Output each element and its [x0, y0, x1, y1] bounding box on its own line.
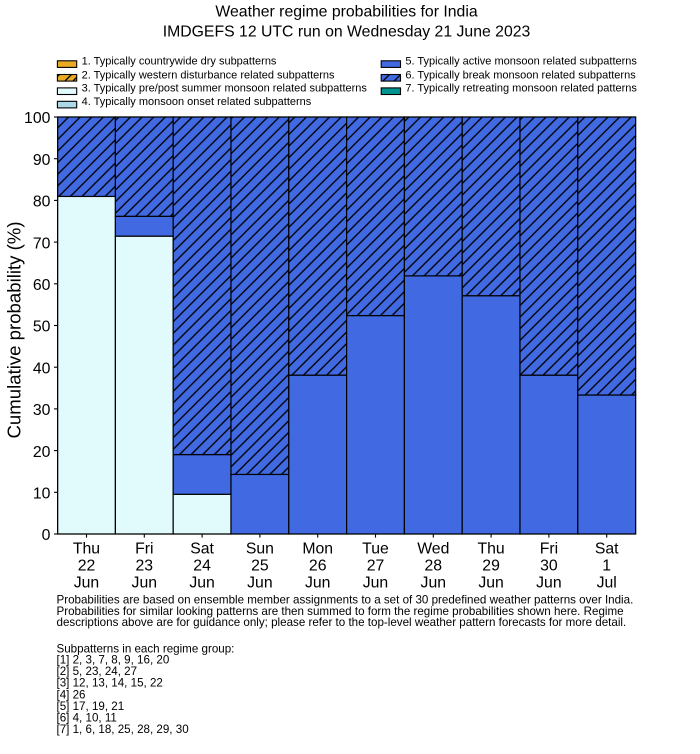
svg-text:Tue: Tue — [362, 541, 389, 558]
svg-text:30: 30 — [33, 402, 51, 419]
svg-text:28: 28 — [425, 558, 443, 575]
svg-text:Sat: Sat — [190, 541, 214, 558]
svg-text:6. Typically break monsoon rel: 6. Typically break monsoon related subpa… — [405, 69, 636, 81]
svg-text:Thu: Thu — [73, 541, 100, 558]
svg-text:70: 70 — [33, 235, 51, 252]
svg-text:24: 24 — [193, 558, 211, 575]
svg-text:0: 0 — [42, 527, 51, 544]
svg-text:90: 90 — [33, 152, 51, 169]
svg-text:40: 40 — [33, 360, 51, 377]
svg-text:80: 80 — [33, 194, 51, 211]
svg-text:Mon: Mon — [302, 541, 333, 558]
svg-text:[6] 4, 10, 11: [6] 4, 10, 11 — [57, 711, 117, 724]
svg-text:Wed: Wed — [417, 541, 449, 558]
svg-text:[1] 2, 3, 7, 8, 9, 16, 20: [1] 2, 3, 7, 8, 9, 16, 20 — [57, 654, 170, 667]
svg-text:[2] 5, 23, 24, 27: [2] 5, 23, 24, 27 — [57, 665, 138, 678]
svg-text:27: 27 — [367, 558, 385, 575]
svg-text:10: 10 — [33, 486, 51, 503]
svg-text:Jun: Jun — [536, 575, 561, 592]
svg-text:[5] 17, 19, 21: [5] 17, 19, 21 — [57, 700, 125, 713]
svg-text:Jun: Jun — [74, 575, 99, 592]
svg-text:Weather regime probabilities f: Weather regime probabilities for India — [215, 4, 477, 21]
svg-text:descriptions above are for gui: descriptions above are for guidance only… — [57, 616, 627, 629]
svg-text:26: 26 — [309, 558, 327, 575]
svg-text:7. Typically retreating monsoo: 7. Typically retreating monsoon related … — [405, 83, 637, 95]
svg-text:Probabilities for similar look: Probabilities for similar looking patter… — [57, 605, 624, 618]
svg-text:Sun: Sun — [246, 541, 274, 558]
svg-text:2. Typically western disturban: 2. Typically western disturbance related… — [82, 69, 335, 81]
svg-text:Sat: Sat — [595, 541, 619, 558]
svg-text:Jun: Jun — [305, 575, 330, 592]
svg-text:25: 25 — [251, 558, 269, 575]
svg-text:Jun: Jun — [189, 575, 214, 592]
svg-text:30: 30 — [540, 558, 558, 575]
svg-text:22: 22 — [78, 558, 96, 575]
svg-text:20: 20 — [33, 444, 51, 461]
svg-text:[4] 26: [4] 26 — [57, 688, 86, 701]
svg-text:Jun: Jun — [247, 575, 272, 592]
svg-text:1: 1 — [602, 558, 611, 575]
svg-text:3. Typically pre/post summer m: 3. Typically pre/post summer monsoon rel… — [82, 83, 368, 95]
svg-text:[3] 12, 13, 14, 15, 22: [3] 12, 13, 14, 15, 22 — [57, 677, 163, 690]
svg-text:Jun: Jun — [363, 575, 388, 592]
svg-text:Jun: Jun — [132, 575, 157, 592]
svg-text:IMDGEFS 12 UTC run on Wednesda: IMDGEFS 12 UTC run on Wednesday 21 June … — [163, 24, 531, 41]
svg-text:100: 100 — [24, 110, 51, 127]
svg-text:Probabilities are based on ens: Probabilities are based on ensemble memb… — [57, 593, 634, 606]
svg-text:Jun: Jun — [421, 575, 446, 592]
svg-text:4. Typically monsoon onset rel: 4. Typically monsoon onset related subpa… — [82, 96, 312, 108]
svg-text:50: 50 — [33, 319, 51, 336]
svg-text:5. Typically active monsoon re: 5. Typically active monsoon related subp… — [405, 56, 637, 68]
svg-text:29: 29 — [482, 558, 500, 575]
svg-text:[7] 1, 6, 18, 25, 28, 29, 30: [7] 1, 6, 18, 25, 28, 29, 30 — [57, 723, 189, 736]
svg-text:Fri: Fri — [135, 541, 153, 558]
svg-text:Jun: Jun — [478, 575, 503, 592]
svg-text:Fri: Fri — [540, 541, 558, 558]
svg-text:23: 23 — [136, 558, 154, 575]
svg-text:1. Typically countrywide dry s: 1. Typically countrywide dry subpatterns — [82, 56, 277, 68]
svg-text:Cumulative probability (%): Cumulative probability (%) — [4, 221, 25, 438]
svg-text:Thu: Thu — [477, 541, 504, 558]
svg-text:Jul: Jul — [597, 575, 617, 592]
svg-text:Subpatterns in each regime gro: Subpatterns in each regime group: — [57, 642, 235, 655]
svg-text:60: 60 — [33, 277, 51, 294]
